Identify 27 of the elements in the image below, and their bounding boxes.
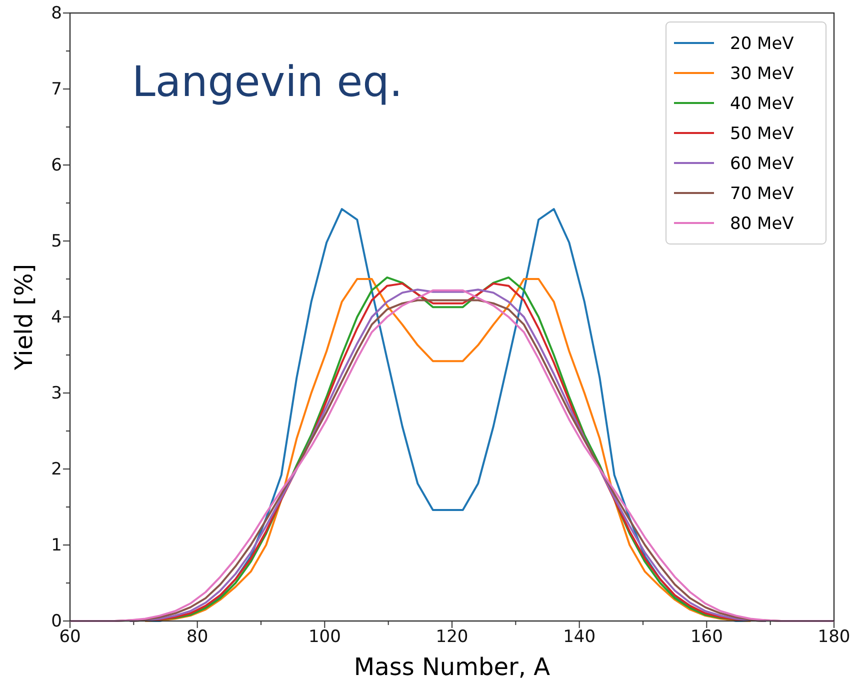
y-tick-label: 2 bbox=[51, 459, 62, 480]
y-tick-label: 7 bbox=[51, 79, 62, 100]
legend-label: 40 MeV bbox=[730, 94, 794, 114]
legend-label: 30 MeV bbox=[730, 64, 794, 84]
y-tick-label: 1 bbox=[51, 535, 62, 556]
line-series bbox=[69, 289, 835, 622]
x-tick-label: 60 bbox=[59, 626, 81, 647]
y-tick-label: 4 bbox=[51, 307, 62, 328]
y-tick-label: 3 bbox=[51, 383, 62, 404]
y-tick-label: 8 bbox=[51, 3, 62, 24]
annotation: Langevin eq. bbox=[132, 57, 403, 106]
x-tick-label: 80 bbox=[186, 626, 208, 647]
y-tick-label: 0 bbox=[51, 611, 62, 632]
y-tick-label: 6 bbox=[51, 155, 62, 176]
legend-label: 70 MeV bbox=[730, 184, 794, 204]
x-axis-title: Mass Number, A bbox=[354, 653, 551, 681]
legend-label: 20 MeV bbox=[730, 34, 794, 54]
x-tick-label: 140 bbox=[563, 626, 596, 647]
y-tick-label: 5 bbox=[51, 231, 62, 252]
legend-label: 80 MeV bbox=[730, 214, 794, 234]
y-axis-title: Yield [%] bbox=[10, 264, 38, 372]
x-tick-label: 120 bbox=[436, 626, 468, 647]
x-tick-label: 180 bbox=[818, 626, 850, 647]
legend-label: 50 MeV bbox=[730, 124, 794, 144]
x-tick-label: 160 bbox=[690, 626, 723, 647]
legend-label: 60 MeV bbox=[730, 154, 794, 174]
x-tick-label: 100 bbox=[308, 626, 341, 647]
